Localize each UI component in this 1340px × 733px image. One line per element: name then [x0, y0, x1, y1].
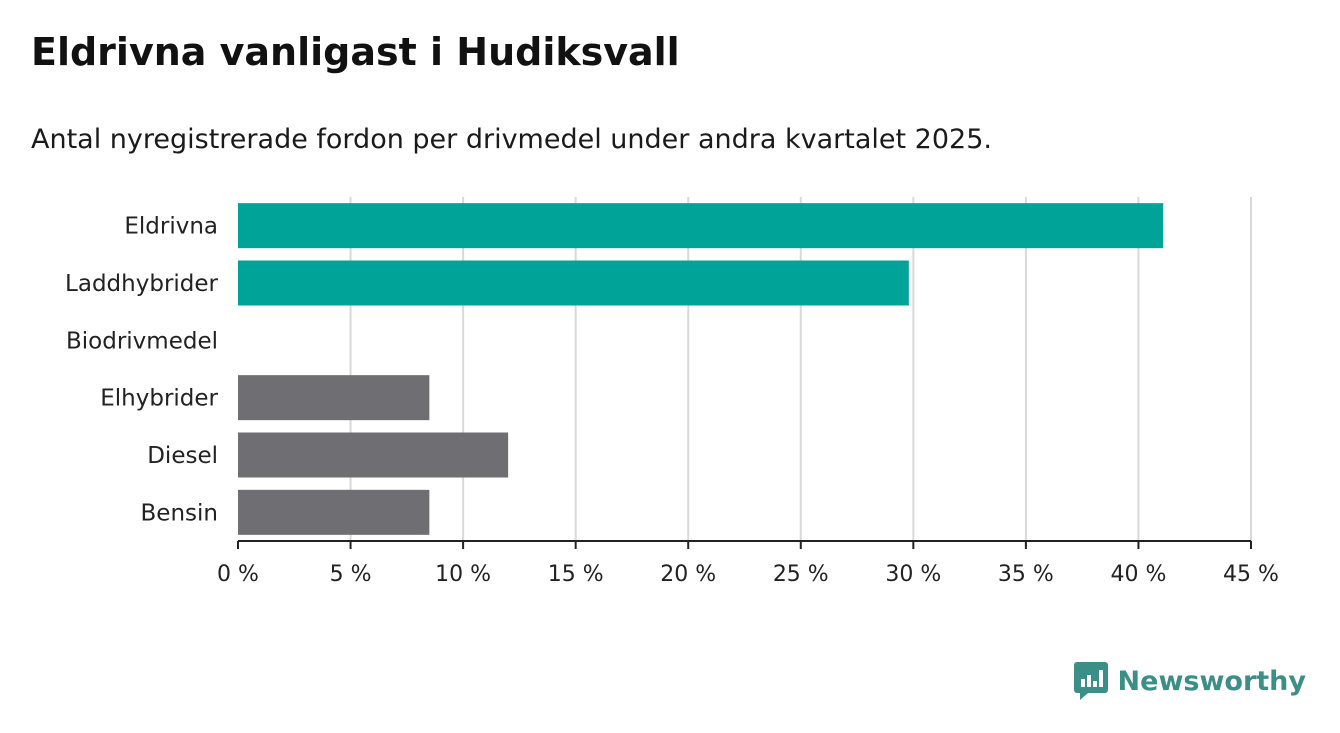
x-tick-label: 0 %	[217, 562, 259, 587]
bar-diesel	[238, 432, 509, 478]
chart-title: Eldrivna vanligast i Hudiksvall	[31, 30, 680, 74]
newsworthy-logo: Newsworthy	[1073, 662, 1306, 700]
x-tick-label: 15 %	[548, 562, 604, 587]
x-tick-label: 30 %	[885, 562, 941, 587]
bar-elhybrider	[238, 375, 430, 421]
x-tick-label: 5 %	[330, 562, 372, 587]
bar-bensin	[238, 489, 430, 535]
x-tick-label: 20 %	[660, 562, 716, 587]
bar-laddhybrider	[238, 260, 909, 306]
category-labels: Eldrivna Laddhybrider Biodrivmedel Elhybrid…	[65, 214, 218, 527]
category-label: Eldrivna	[124, 214, 218, 240]
logo-text: Newsworthy	[1117, 665, 1306, 697]
category-label: Elhybrider	[100, 386, 218, 412]
x-tick-label: 35 %	[998, 562, 1054, 587]
category-label: Laddhybrider	[65, 271, 218, 297]
category-label: Bensin	[141, 500, 218, 526]
x-axis-ticks: 0 % 5 % 10 % 15 % 20 % 25 % 30 % 35 % 40 % 45 %	[217, 541, 1279, 587]
category-label: Diesel	[147, 443, 218, 469]
bars	[238, 203, 1164, 535]
x-tick-label: 10 %	[435, 562, 491, 587]
newsworthy-logo-icon	[1073, 662, 1108, 700]
x-tick-label: 45 %	[1223, 562, 1279, 587]
x-tick-label: 25 %	[773, 562, 829, 587]
category-label: Biodrivmedel	[66, 328, 218, 354]
gridlines	[349, 197, 1252, 541]
bar-eldrivna	[238, 203, 1164, 249]
x-tick-label: 40 %	[1110, 562, 1166, 587]
chart-subtitle: Antal nyregistrerade fordon per drivmede…	[31, 124, 992, 155]
